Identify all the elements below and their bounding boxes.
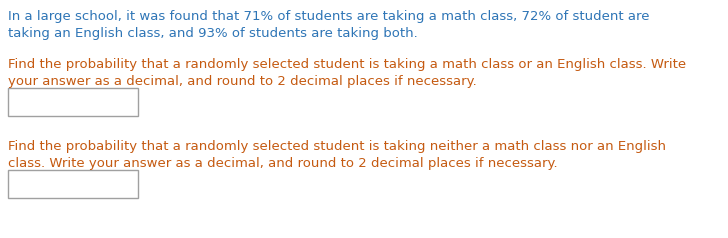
FancyBboxPatch shape: [8, 170, 138, 198]
Text: your answer as a decimal, and round to 2 decimal places if necessary.: your answer as a decimal, and round to 2…: [8, 75, 477, 88]
Text: In a large school, it was found that 71% of students are taking a math class, 72: In a large school, it was found that 71%…: [8, 10, 649, 23]
Text: Find the probability that a randomly selected student is taking neither a math c: Find the probability that a randomly sel…: [8, 140, 666, 153]
FancyBboxPatch shape: [8, 88, 138, 116]
Text: class. Write your answer as a decimal, and round to 2 decimal places if necessar: class. Write your answer as a decimal, a…: [8, 157, 558, 170]
Text: Find the probability that a randomly selected student is taking a math class or : Find the probability that a randomly sel…: [8, 58, 686, 71]
Text: taking an English class, and 93% of students are taking both.: taking an English class, and 93% of stud…: [8, 27, 418, 40]
